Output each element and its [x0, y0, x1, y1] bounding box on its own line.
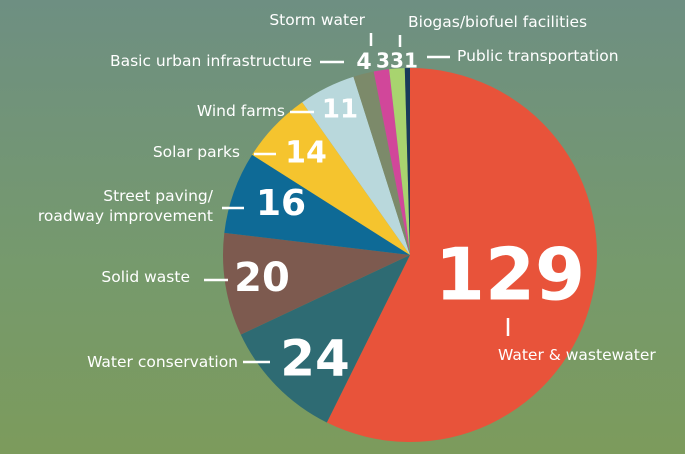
slice-label: Solar parks	[152, 143, 240, 161]
pie-slice	[404, 68, 410, 255]
pie-slice	[373, 69, 410, 255]
slice-label: Biogas/biofuel facilities	[408, 13, 588, 31]
pie-slice	[252, 102, 410, 255]
slice-label: Water conservation	[87, 353, 238, 371]
value-label: 24	[280, 330, 350, 388]
value-label: 11	[322, 95, 358, 125]
slice-label: Solid waste	[101, 268, 190, 286]
slice-label: Wind farms	[196, 102, 285, 120]
slice-label: Storm water	[269, 11, 365, 29]
pie-slice	[222, 232, 410, 335]
pie-slice	[326, 68, 597, 442]
value-label: 129	[435, 233, 585, 317]
slice-label: Public transportation	[457, 47, 619, 65]
slice-label: Water & wastewater	[498, 346, 656, 364]
pie-slice	[302, 76, 410, 255]
pie-slice	[240, 255, 410, 423]
value-label: 3	[376, 49, 390, 73]
pie-slice	[224, 154, 410, 255]
value-label: 16	[256, 183, 306, 224]
slice-label: Basic urban infrastructure	[109, 52, 312, 70]
pie-slice	[353, 71, 410, 255]
pie-slice	[389, 68, 410, 255]
slice-label: Street paving/ roadway improvement	[37, 187, 213, 225]
value-label: 4	[356, 50, 371, 75]
value-label: 3	[390, 49, 404, 73]
value-label: 14	[285, 136, 327, 171]
value-label: 20	[234, 255, 290, 301]
value-label: 1	[404, 49, 418, 73]
